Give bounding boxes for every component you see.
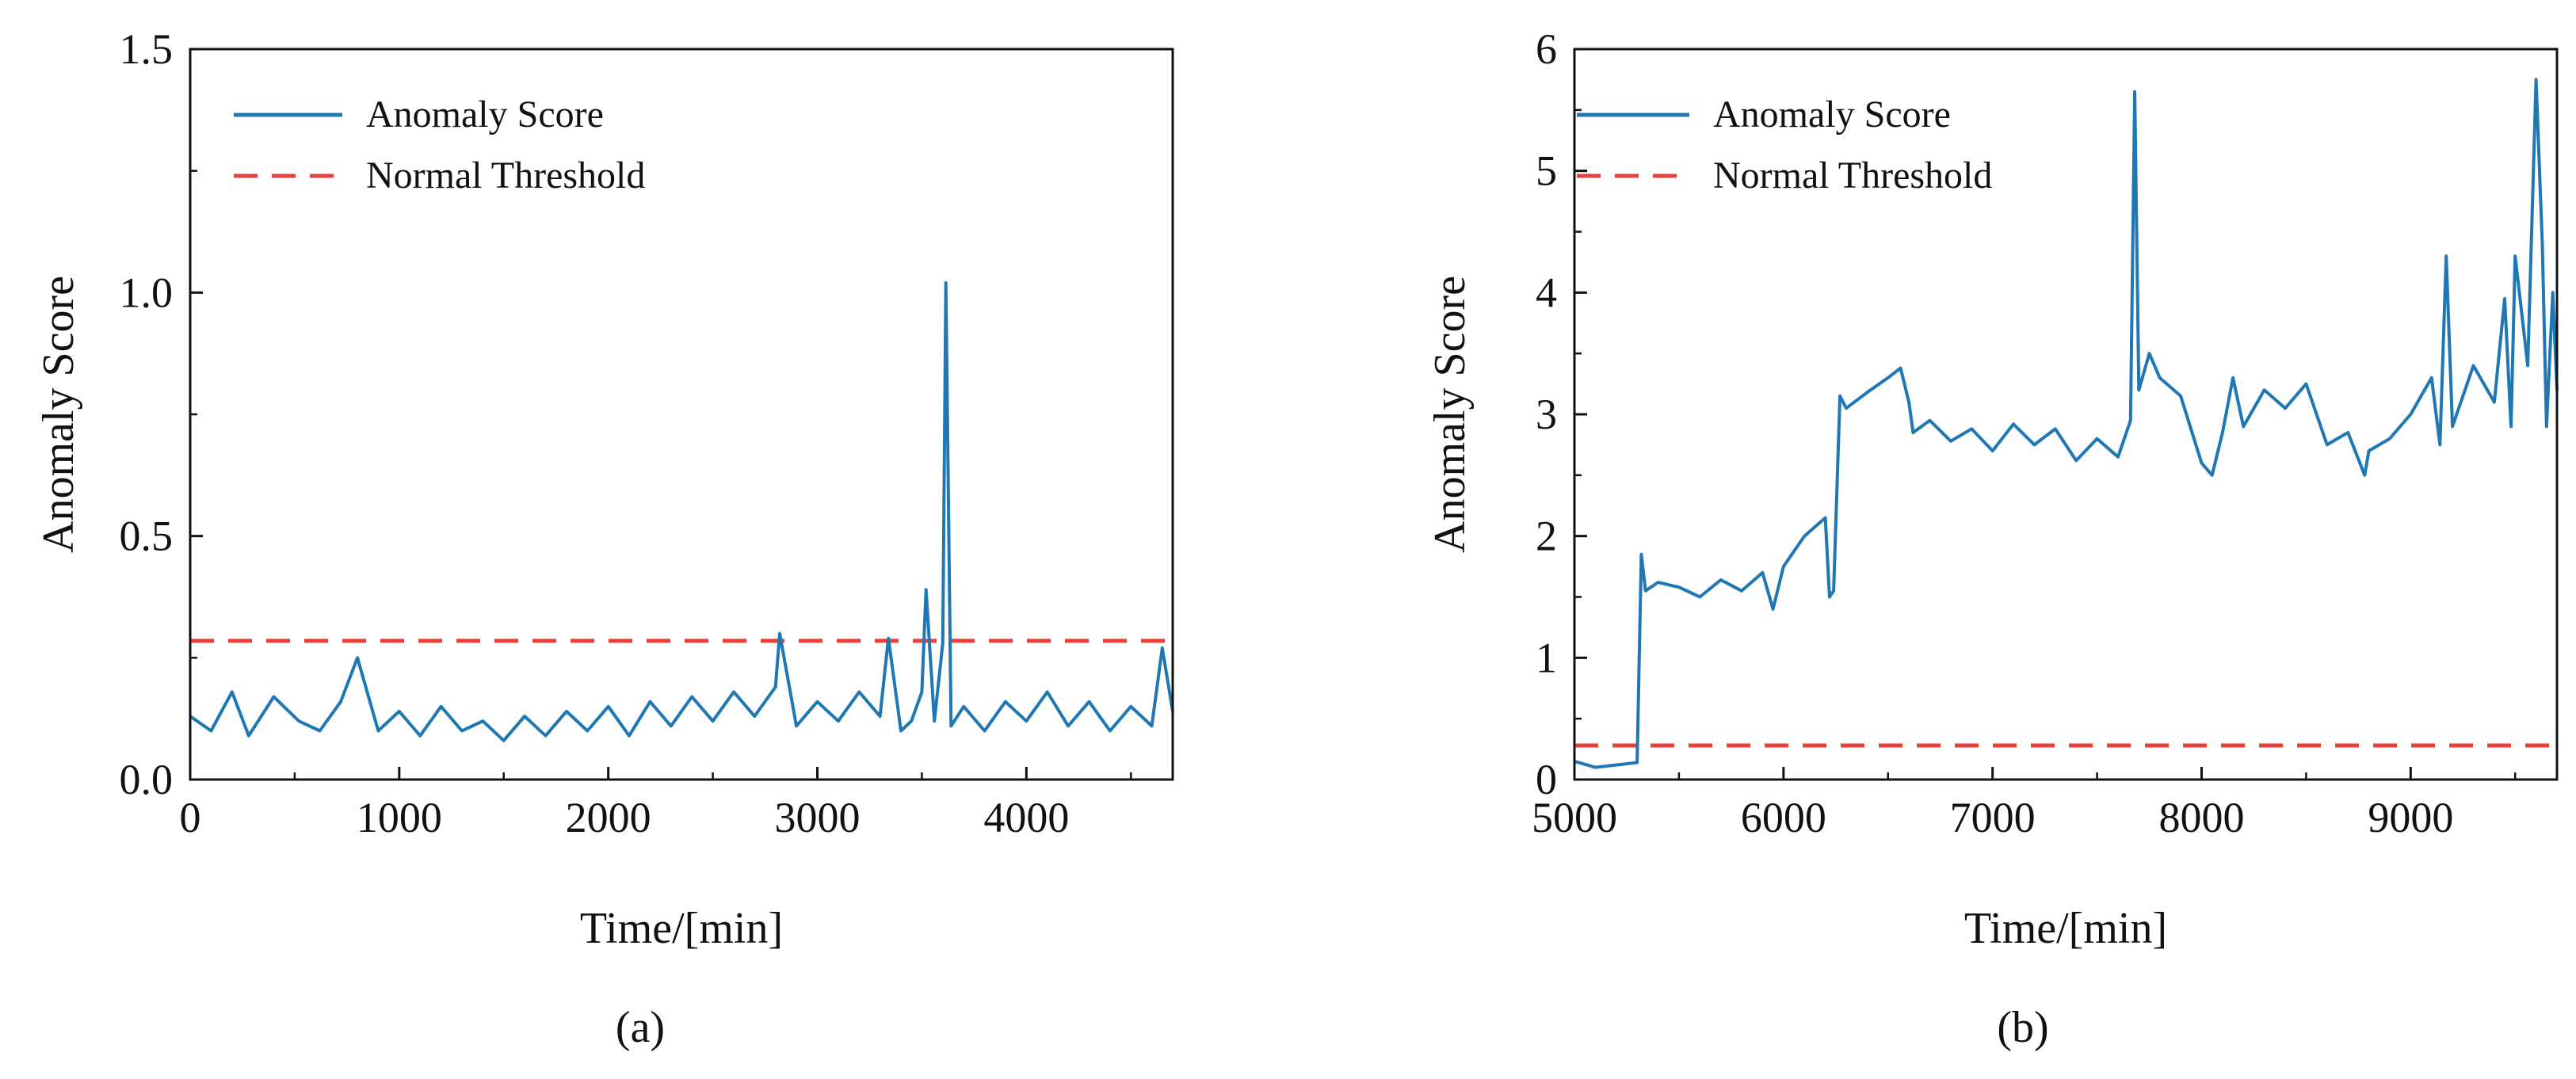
- y-tick-label-a: 1.0: [120, 269, 174, 316]
- x-tick-label-b: 6000: [1741, 794, 1826, 841]
- y-axis-label-b: Anomaly Score: [1425, 276, 1475, 553]
- y-tick-label-a: 0.5: [120, 513, 174, 560]
- legend-b-threshold-label: Normal Threshold: [1713, 154, 1992, 196]
- legend-b: Anomaly Score Normal Threshold: [1577, 93, 1992, 196]
- y-tick-label-b: 0: [1536, 756, 1557, 803]
- y-tick-label-b: 5: [1536, 147, 1557, 195]
- axes-frame-a: [189, 48, 1174, 781]
- y-tick-label-b: 1: [1536, 634, 1557, 681]
- x-tick-label-b: 5000: [1532, 794, 1617, 841]
- y-tick-label-b: 3: [1536, 391, 1557, 438]
- panel-label-a: (a): [616, 1003, 665, 1052]
- y-tick-label-a: 0.0: [120, 756, 174, 803]
- y-tick-label-b: 6: [1536, 25, 1557, 73]
- x-axis-label-a: Time/[min]: [580, 904, 783, 953]
- y-tick-label-a: 1.5: [120, 25, 174, 73]
- plot-area-b: 5000 6000 7000 8000 9000 0 1 2 3 4 5 6: [1532, 25, 2559, 841]
- legend-a-score-label: Anomaly Score: [366, 93, 604, 135]
- x-axis-label-b: Time/[min]: [1964, 904, 2167, 953]
- plot-area-a: 0 1000 2000 3000 4000 0.0 0.5 1.0 1.5: [120, 25, 1174, 841]
- x-tick-label-a: 1000: [357, 794, 442, 841]
- y-axis-label-a: Anomaly Score: [34, 276, 83, 553]
- score-line-a: [189, 281, 1174, 742]
- y-tick-label-b: 2: [1536, 513, 1557, 560]
- panel-label-b: (b): [1997, 1003, 2048, 1052]
- panel-b: 5000 6000 7000 8000 9000 0 1 2 3 4 5 6 Anomaly Scor…: [1425, 25, 2559, 1052]
- x-tick-label-b: 9000: [2368, 794, 2453, 841]
- x-tick-label-a: 3000: [774, 794, 860, 841]
- panel-a: 0 1000 2000 3000 4000 0.0 0.5 1.0 1.5 Anomaly Sc…: [34, 25, 1174, 1052]
- x-tick-label-b: 7000: [1950, 794, 2036, 841]
- x-tick-label-a: 4000: [983, 794, 1069, 841]
- legend-b-score-label: Anomaly Score: [1713, 93, 1951, 135]
- axes-frame-b: [1573, 48, 2559, 781]
- x-tick-label-a: 0: [180, 794, 201, 841]
- legend-a-threshold-label: Normal Threshold: [366, 154, 645, 196]
- y-tick-label-b: 4: [1536, 269, 1557, 316]
- x-tick-label-a: 2000: [566, 794, 651, 841]
- x-tick-label-b: 8000: [2158, 794, 2244, 841]
- legend-a: Anomaly Score Normal Threshold: [234, 93, 645, 196]
- score-line-b: [1574, 78, 2559, 769]
